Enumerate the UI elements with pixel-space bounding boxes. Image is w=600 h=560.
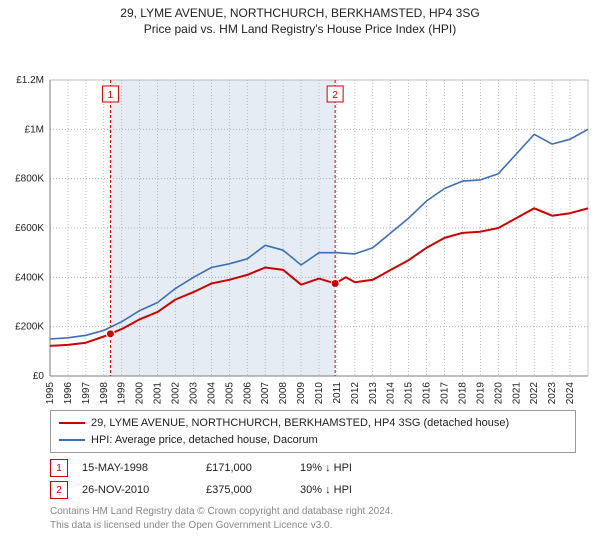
svg-text:1995: 1995 bbox=[45, 382, 56, 405]
svg-text:1996: 1996 bbox=[63, 382, 74, 405]
event-marker-table: 1 15-MAY-1998 £171,000 19% ↓ HPI 2 26-NOV-201… bbox=[50, 459, 576, 499]
svg-text:2010: 2010 bbox=[314, 382, 325, 405]
svg-text:2013: 2013 bbox=[368, 382, 379, 405]
svg-text:2015: 2015 bbox=[404, 382, 415, 405]
svg-text:2: 2 bbox=[332, 90, 338, 101]
svg-text:2006: 2006 bbox=[242, 382, 253, 405]
svg-text:2017: 2017 bbox=[440, 382, 451, 405]
svg-text:2007: 2007 bbox=[260, 382, 271, 405]
svg-text:2003: 2003 bbox=[188, 382, 199, 405]
footer-line-2: This data is licensed under the Open Gov… bbox=[50, 519, 576, 533]
svg-text:2016: 2016 bbox=[422, 382, 433, 405]
svg-text:2002: 2002 bbox=[171, 382, 182, 405]
svg-text:2004: 2004 bbox=[206, 382, 217, 405]
legend-row: HPI: Average price, detached house, Daco… bbox=[59, 432, 567, 449]
marker-delta: 30% ↓ HPI bbox=[300, 484, 380, 496]
svg-text:2014: 2014 bbox=[386, 382, 397, 405]
marker-price: £375,000 bbox=[206, 484, 286, 496]
marker-date: 15-MAY-1998 bbox=[82, 462, 192, 474]
svg-text:2000: 2000 bbox=[135, 382, 146, 405]
svg-text:2021: 2021 bbox=[511, 382, 522, 405]
title-block: 29, LYME AVENUE, NORTHCHURCH, BERKHAMSTE… bbox=[0, 0, 600, 36]
svg-text:£0: £0 bbox=[33, 371, 45, 382]
svg-text:£1.2M: £1.2M bbox=[16, 75, 44, 86]
legend-swatch bbox=[59, 422, 85, 424]
marker-row: 2 26-NOV-2010 £375,000 30% ↓ HPI bbox=[50, 481, 576, 499]
svg-text:2019: 2019 bbox=[475, 382, 486, 405]
svg-text:1: 1 bbox=[108, 90, 114, 101]
svg-text:1999: 1999 bbox=[117, 382, 128, 405]
svg-text:2020: 2020 bbox=[493, 382, 504, 405]
marker-price: £171,000 bbox=[206, 462, 286, 474]
legend-swatch bbox=[59, 439, 85, 441]
svg-text:2024: 2024 bbox=[565, 382, 576, 405]
svg-text:2009: 2009 bbox=[296, 382, 307, 405]
svg-text:1997: 1997 bbox=[81, 382, 92, 405]
svg-text:1998: 1998 bbox=[99, 382, 110, 405]
svg-text:2005: 2005 bbox=[224, 382, 235, 405]
svg-text:2008: 2008 bbox=[278, 382, 289, 405]
svg-text:£200K: £200K bbox=[15, 322, 44, 333]
marker-badge: 1 bbox=[50, 459, 68, 477]
svg-text:£600K: £600K bbox=[15, 223, 44, 234]
svg-text:£1M: £1M bbox=[25, 124, 44, 135]
legend-row: 29, LYME AVENUE, NORTHCHURCH, BERKHAMSTE… bbox=[59, 415, 567, 432]
line-chart: £0 £200K £400K £600K £800K £1M £1.2M 1995 1996 19… bbox=[0, 36, 600, 406]
chart-container: 29, LYME AVENUE, NORTHCHURCH, BERKHAMSTE… bbox=[0, 0, 600, 538]
svg-text:2012: 2012 bbox=[350, 382, 361, 405]
svg-text:2001: 2001 bbox=[153, 382, 164, 405]
legend: 29, LYME AVENUE, NORTHCHURCH, BERKHAMSTE… bbox=[50, 410, 576, 453]
marker-badge: 2 bbox=[50, 481, 68, 499]
title-line-1: 29, LYME AVENUE, NORTHCHURCH, BERKHAMSTE… bbox=[0, 6, 600, 20]
svg-text:£800K: £800K bbox=[15, 174, 44, 185]
title-line-2: Price paid vs. HM Land Registry's House … bbox=[0, 22, 600, 36]
footer-attribution: Contains HM Land Registry data © Crown c… bbox=[50, 505, 576, 538]
legend-label: HPI: Average price, detached house, Daco… bbox=[91, 432, 318, 449]
legend-label: 29, LYME AVENUE, NORTHCHURCH, BERKHAMSTE… bbox=[91, 415, 509, 432]
svg-text:2018: 2018 bbox=[457, 382, 468, 405]
svg-text:2023: 2023 bbox=[547, 382, 558, 405]
marker-date: 26-NOV-2010 bbox=[82, 484, 192, 496]
svg-text:2011: 2011 bbox=[332, 382, 343, 404]
marker-row: 1 15-MAY-1998 £171,000 19% ↓ HPI bbox=[50, 459, 576, 477]
marker-delta: 19% ↓ HPI bbox=[300, 462, 380, 474]
svg-text:2022: 2022 bbox=[529, 382, 540, 405]
svg-text:£400K: £400K bbox=[15, 272, 44, 283]
footer-line-1: Contains HM Land Registry data © Crown c… bbox=[50, 505, 576, 519]
